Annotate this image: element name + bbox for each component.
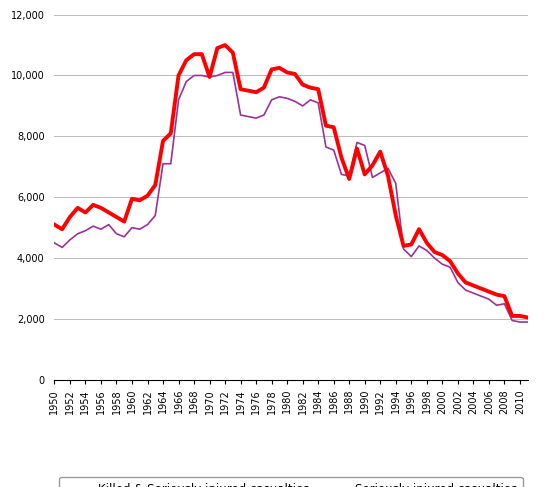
Seriously injured casualties <box>346 173 353 179</box>
Killed & Seriously injured casualties <box>144 193 151 199</box>
Line: Killed & Seriously injured casualties: Killed & Seriously injured casualties <box>54 45 528 318</box>
Seriously injured casualties <box>470 290 477 296</box>
Killed & Seriously injured casualties <box>51 222 58 227</box>
Killed & Seriously injured casualties <box>470 282 477 288</box>
Seriously injured casualties <box>175 97 182 103</box>
Seriously injured casualties <box>144 222 151 227</box>
Killed & Seriously injured casualties <box>292 71 298 77</box>
Seriously injured casualties <box>517 319 523 325</box>
Line: Seriously injured casualties: Seriously injured casualties <box>54 73 528 322</box>
Killed & Seriously injured casualties <box>346 176 353 182</box>
Seriously injured casualties <box>51 240 58 246</box>
Killed & Seriously injured casualties <box>222 42 228 48</box>
Seriously injured casualties <box>524 319 531 325</box>
Killed & Seriously injured casualties <box>175 73 182 78</box>
Killed & Seriously injured casualties <box>524 315 531 320</box>
Seriously injured casualties <box>90 223 96 229</box>
Legend: Killed & Seriously injured casualties, Seriously injured casualties: Killed & Seriously injured casualties, S… <box>59 477 523 487</box>
Killed & Seriously injured casualties <box>90 202 96 208</box>
Seriously injured casualties <box>292 98 298 104</box>
Seriously injured casualties <box>222 70 228 75</box>
